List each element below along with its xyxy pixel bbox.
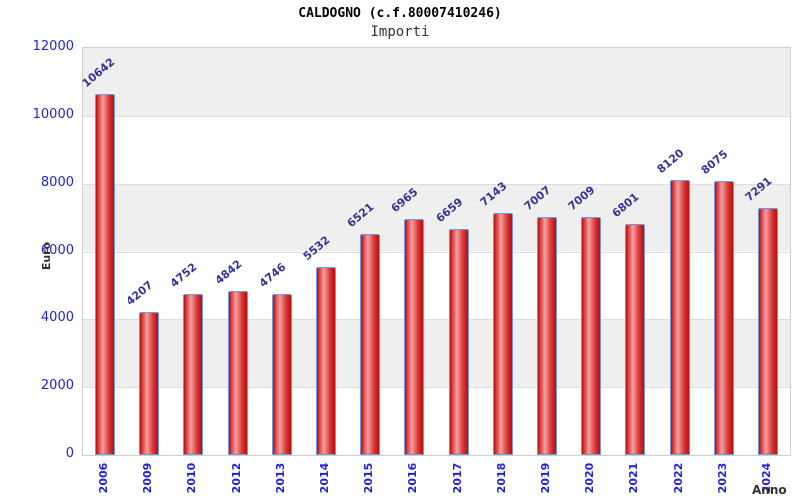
- bar-2018: [492, 212, 513, 455]
- y-tick-label: 0: [65, 446, 74, 461]
- x-tick-label: 2010: [185, 462, 199, 494]
- x-tick-label: 2012: [229, 462, 243, 494]
- bar-2015: [360, 233, 381, 455]
- x-tick-label: 2020: [583, 462, 597, 494]
- y-axis-title: Euro: [40, 241, 53, 271]
- bar-2024: [757, 207, 778, 455]
- bar-2009: [139, 312, 160, 455]
- y-tick-label: 4000: [40, 310, 74, 326]
- y-tick-label: 2000: [40, 378, 74, 394]
- bar-2023: [713, 181, 734, 455]
- x-axis-title: Anno: [752, 483, 787, 497]
- x-tick-label: 2022: [671, 462, 685, 494]
- bar-2017: [448, 229, 469, 455]
- bar-2012: [227, 290, 248, 455]
- x-tick-label: 2016: [406, 462, 420, 494]
- bar-2022: [669, 179, 690, 455]
- x-tick-label: 2017: [450, 462, 464, 494]
- bar-2014: [316, 267, 337, 455]
- x-tick-label: 2013: [273, 462, 287, 494]
- y-tick-label: 10000: [32, 106, 74, 122]
- bar-2006: [95, 94, 116, 455]
- chart-subtitle: Importi: [370, 24, 430, 40]
- y-tick-label: 8000: [40, 174, 74, 190]
- bar-2020: [581, 217, 602, 455]
- x-tick-label: 2021: [627, 462, 641, 494]
- bar-2010: [183, 293, 204, 455]
- x-tick-label: 2014: [318, 462, 332, 494]
- x-tick-label: 2023: [715, 462, 729, 494]
- bar-2019: [536, 217, 557, 455]
- plot-area: 10642 4207 4752 4842 4746 5532 6521 6965 6659 714…: [80, 47, 791, 456]
- bar-2021: [625, 224, 646, 455]
- x-tick-label: 2018: [494, 462, 508, 494]
- x-tick-label: 2006: [97, 462, 111, 494]
- y-tick-label: 12000: [32, 39, 74, 54]
- x-tick-label: 2019: [538, 462, 552, 494]
- x-tick-label: 2015: [362, 462, 376, 494]
- grid-band: [83, 48, 790, 116]
- x-tick-label: 2009: [141, 462, 155, 494]
- bar-2013: [271, 294, 292, 455]
- y-tick-label: 6000: [40, 242, 74, 258]
- chart-title: CALDOGNO (c.f.80007410246): [298, 6, 502, 21]
- bar-2016: [404, 218, 425, 455]
- grid-band: [83, 115, 790, 184]
